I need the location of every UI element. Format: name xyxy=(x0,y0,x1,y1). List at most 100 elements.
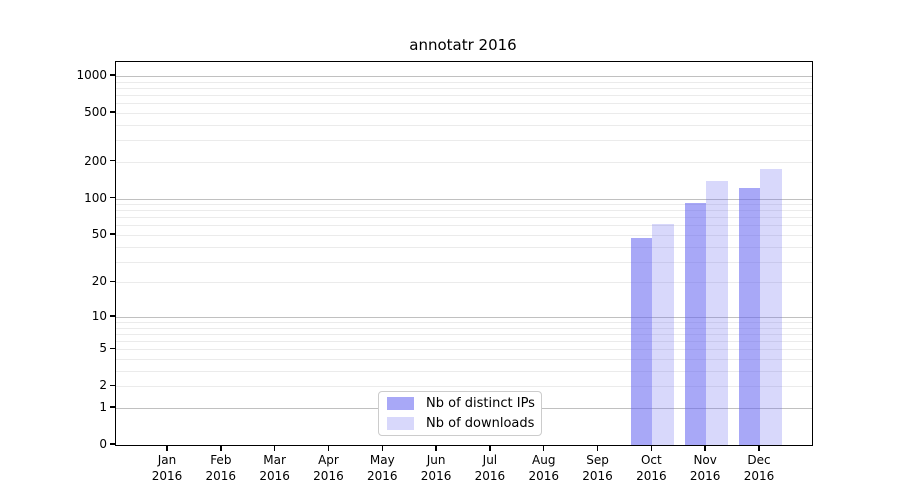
minor-gridline xyxy=(116,341,812,343)
bar-nov-distinct-ips xyxy=(684,202,707,445)
minor-gridline xyxy=(116,333,812,335)
x-tick-year: 2016 xyxy=(205,469,237,483)
legend-swatch-downloads xyxy=(387,417,414,430)
x-tick-label: Dec 2016 xyxy=(731,452,787,484)
x-tick-label: May 2016 xyxy=(354,452,410,484)
y-tick-mark xyxy=(110,406,115,408)
x-tick-label: Mar 2016 xyxy=(247,452,303,484)
minor-gridline xyxy=(116,204,812,206)
minor-gridline xyxy=(116,246,812,248)
x-tick-year: 2016 xyxy=(743,469,775,483)
y-tick-label: 10 xyxy=(91,308,107,323)
minor-gridline xyxy=(116,217,812,219)
x-tick-year: 2016 xyxy=(151,469,183,483)
y-tick-mark xyxy=(110,280,115,283)
y-tick-mark xyxy=(110,315,115,317)
x-tick-month: Dec xyxy=(747,453,771,467)
y-tick-label: 50 xyxy=(91,226,107,241)
x-tick-month: Oct xyxy=(640,453,662,467)
x-tick-month: Jul xyxy=(482,453,498,467)
x-tick-label: Aug 2016 xyxy=(516,452,572,484)
minor-gridline xyxy=(116,225,812,227)
y-tick-label: 5 xyxy=(99,341,107,356)
legend-label-downloads: Nb of downloads xyxy=(426,416,535,431)
x-tick-month: Apr xyxy=(318,453,339,467)
minor-gridline xyxy=(116,81,812,83)
x-tick-mark xyxy=(381,445,383,451)
legend-label-distinct-ips: Nb of distinct IPs xyxy=(426,396,535,411)
minor-gridline xyxy=(116,124,812,126)
y-tick-label: 20 xyxy=(91,274,107,289)
minor-gridline xyxy=(116,95,812,97)
x-tick-mark xyxy=(166,445,168,451)
x-tick-year: 2016 xyxy=(474,469,506,483)
x-tick-mark xyxy=(596,445,599,451)
x-tick-mark xyxy=(327,445,330,451)
legend-item-distinct-ips: Nb of distinct IPs xyxy=(387,396,541,411)
x-tick-year: 2016 xyxy=(528,469,559,483)
y-tick-mark xyxy=(110,384,115,386)
y-tick-mark xyxy=(110,111,115,113)
plot-area: Nb of distinct IPs Nb of downloads xyxy=(115,61,813,446)
y-tick-label: 0 xyxy=(99,437,107,451)
y-tick-label: 100 xyxy=(84,190,107,205)
x-tick-mark xyxy=(273,445,276,451)
legend-item-downloads: Nb of downloads xyxy=(387,416,541,431)
bar-oct-distinct-ips xyxy=(630,238,653,445)
major-gridline xyxy=(116,198,812,200)
x-tick-mark xyxy=(543,445,545,451)
minor-gridline xyxy=(116,261,812,263)
x-tick-label: Jul 2016 xyxy=(462,452,518,484)
minor-gridline xyxy=(116,327,812,329)
minor-gridline xyxy=(116,349,812,351)
chart-title: annotatr 2016 xyxy=(409,36,517,54)
x-tick-month: Jun xyxy=(426,453,446,467)
x-tick-month: Nov xyxy=(693,453,717,467)
x-tick-year: 2016 xyxy=(582,469,613,483)
x-tick-label: Oct 2016 xyxy=(623,452,679,484)
minor-gridline xyxy=(116,322,812,324)
x-tick-month: Mar xyxy=(263,453,286,467)
x-tick-month: Feb xyxy=(210,453,232,467)
y-tick-label: 1 xyxy=(99,399,107,414)
y-tick-mark xyxy=(110,160,115,162)
y-tick-mark xyxy=(110,196,115,199)
x-tick-label: Jun 2016 xyxy=(408,452,464,484)
x-tick-mark xyxy=(435,445,437,451)
y-tick-label: 500 xyxy=(84,104,107,119)
y-tick-label: 2 xyxy=(99,378,107,393)
bar-dec-downloads xyxy=(760,168,782,445)
x-tick-year: 2016 xyxy=(366,469,398,483)
minor-gridline xyxy=(116,140,812,142)
x-tick-mark xyxy=(650,445,653,451)
x-tick-year: 2016 xyxy=(313,469,344,483)
minor-gridline xyxy=(116,87,812,89)
y-tick-label: 200 xyxy=(84,153,107,168)
x-tick-mark xyxy=(704,445,706,451)
major-gridline xyxy=(116,76,812,77)
x-tick-month: Aug xyxy=(532,453,556,467)
minor-gridline xyxy=(116,370,812,372)
y-tick-label: 1000 xyxy=(76,68,107,82)
bar-nov-downloads xyxy=(706,180,728,445)
x-tick-month: Sep xyxy=(586,453,609,467)
minor-gridline xyxy=(116,210,812,212)
minor-gridline xyxy=(116,282,812,284)
x-tick-mark xyxy=(220,445,222,451)
minor-gridline xyxy=(116,112,812,114)
legend-swatch-distinct-ips xyxy=(387,397,414,410)
y-tick-mark xyxy=(110,347,115,349)
x-tick-mark xyxy=(489,445,491,451)
minor-gridline xyxy=(116,103,812,105)
x-tick-month: Jan xyxy=(157,453,177,467)
x-tick-year: 2016 xyxy=(689,469,721,483)
minor-gridline xyxy=(116,359,812,361)
x-tick-year: 2016 xyxy=(420,469,452,483)
minor-gridline xyxy=(116,386,812,388)
legend: Nb of distinct IPs Nb of downloads xyxy=(378,391,542,436)
x-tick-label: Feb 2016 xyxy=(193,452,249,484)
x-tick-label: Nov 2016 xyxy=(677,452,733,484)
x-tick-year: 2016 xyxy=(259,469,290,483)
x-tick-mark xyxy=(758,445,760,451)
major-gridline xyxy=(116,316,812,318)
